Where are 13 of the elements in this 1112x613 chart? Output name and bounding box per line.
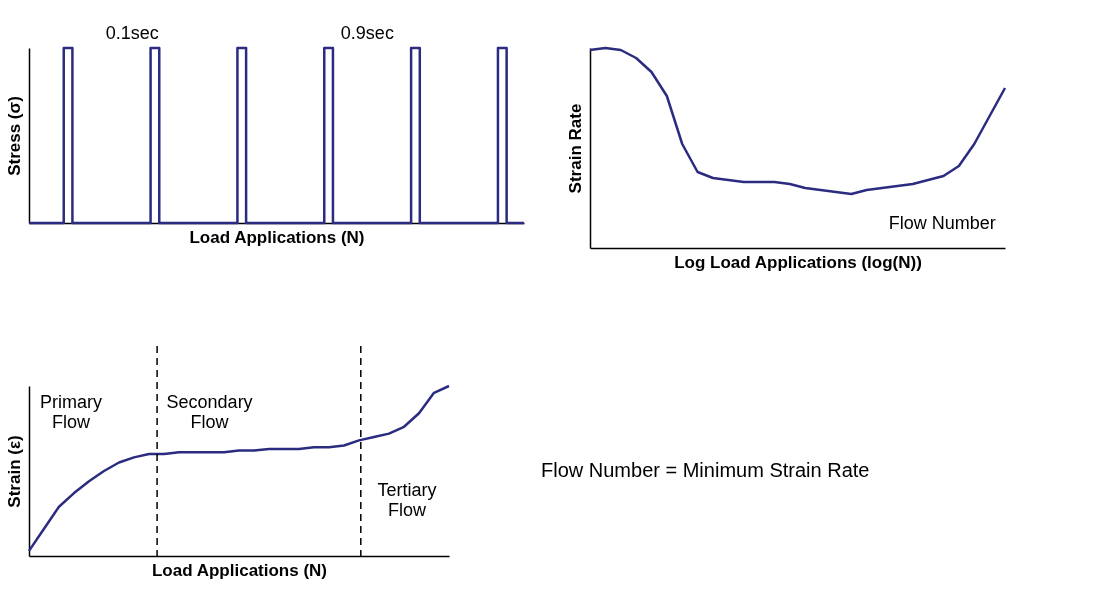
y-axis-title: Stress (σ) — [4, 96, 24, 176]
annotation: Primary Flow — [40, 392, 102, 432]
annotation: Tertiary Flow — [377, 480, 437, 521]
annotation: Flow Number — [888, 213, 996, 233]
x-axis-title: Log Load Applications (log(N)) — [674, 252, 922, 272]
x-axis-title: Load Applications (N) — [151, 560, 328, 580]
y-axis-title: Strain (ε) — [4, 435, 24, 508]
x-axis-title: Load Applications (N) — [189, 227, 365, 247]
text: Flow Number = Minimum Strain Rate — [541, 459, 870, 481]
text: 0.9sec — [340, 23, 394, 43]
y-axis-title: Strain Rate — [565, 103, 585, 194]
annotation: Secondary Flow — [166, 392, 253, 432]
text: 0.1sec — [105, 23, 159, 43]
